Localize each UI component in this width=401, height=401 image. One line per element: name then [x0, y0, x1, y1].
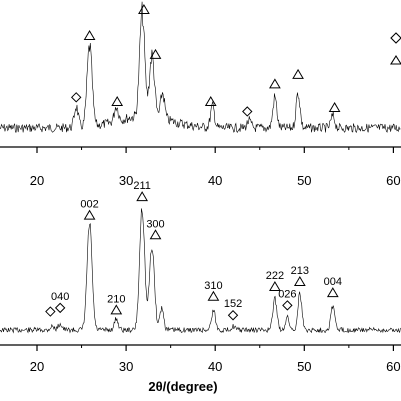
triangle-peak-marker: [138, 4, 150, 14]
peak-index-label: 040: [51, 291, 69, 303]
xrd-trace-top: [0, 1, 401, 134]
diamond-peak-marker: [54, 302, 66, 314]
x-tick-label: 60: [386, 359, 400, 374]
triangle-peak-marker: [83, 29, 96, 40]
peak-index-label: 213: [291, 265, 309, 277]
triangle-peak-marker: [292, 68, 304, 79]
x-tick-label: 20: [30, 173, 44, 188]
triangle-peak-marker: [204, 96, 217, 107]
triangle-peak-marker: [83, 209, 96, 220]
x-ticks-top: [36, 147, 394, 153]
x-tick-label: 50: [297, 173, 311, 188]
peak-index-label: 004: [324, 276, 342, 288]
peak-index-label: 002: [80, 199, 98, 211]
peak-index-label: 310: [204, 280, 222, 292]
x-axis-title: 2θ/(degree): [148, 379, 217, 394]
peak-index-label: 300: [146, 218, 164, 230]
x-tick-label: 40: [208, 359, 222, 374]
legend-diamond-marker: [390, 32, 401, 44]
x-tick-label: 50: [297, 359, 311, 374]
peak-index-label: 210: [107, 293, 125, 305]
peak-index-label: 026: [278, 288, 296, 300]
x-tick-labels-bottom: 20 30 40 50 60: [30, 359, 401, 374]
xrd-panel-bottom: 20 30 40 50 60 0400022102113003101522220…: [0, 180, 401, 394]
triangle-peak-marker: [269, 78, 281, 89]
peak-index-label: 222: [266, 270, 284, 282]
xrd-panel-top: 20 30 40 50 60: [0, 1, 401, 188]
legend-triangle-marker: [390, 54, 401, 65]
diamond-peak-marker: [45, 306, 56, 317]
diamond-peak-marker: [227, 310, 239, 321]
peak-index-label: 152: [224, 298, 242, 310]
x-tick-labels-top: 20 30 40 50 60: [30, 173, 401, 188]
peak-markers-top: [70, 4, 341, 117]
legend: [390, 32, 401, 65]
triangle-peak-marker: [149, 229, 162, 240]
triangle-peak-marker: [111, 96, 124, 107]
x-tick-label: 30: [119, 173, 133, 188]
triangle-peak-marker: [326, 287, 339, 298]
triangle-peak-marker: [149, 48, 162, 59]
triangle-peak-marker: [207, 290, 220, 301]
diamond-peak-marker: [282, 300, 293, 311]
x-tick-label: 30: [119, 359, 133, 374]
xrd-trace-bottom: [0, 208, 401, 334]
triangle-peak-marker: [110, 304, 123, 315]
diamond-peak-marker: [70, 92, 82, 103]
x-tick-label: 60: [386, 173, 400, 188]
x-ticks-bottom: [36, 345, 394, 351]
triangle-peak-marker: [328, 101, 341, 112]
peak-index-label: 211: [133, 180, 151, 192]
triangle-peak-marker: [136, 191, 149, 202]
diamond-peak-marker: [242, 106, 253, 117]
x-tick-label: 20: [30, 359, 44, 374]
triangle-peak-marker: [269, 280, 281, 291]
x-tick-label: 40: [208, 173, 222, 188]
triangle-peak-marker: [293, 276, 306, 287]
